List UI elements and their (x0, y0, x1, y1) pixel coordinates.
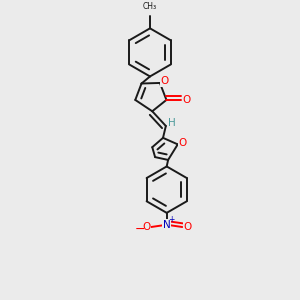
Text: O: O (183, 222, 191, 232)
Text: CH₃: CH₃ (143, 2, 157, 10)
Text: +: + (168, 215, 174, 224)
Text: O: O (179, 138, 187, 148)
Text: H: H (168, 118, 176, 128)
Text: N: N (163, 220, 171, 230)
Text: O: O (183, 95, 191, 105)
Text: O: O (161, 76, 169, 86)
Text: −: − (135, 223, 146, 236)
Text: O: O (142, 222, 150, 232)
